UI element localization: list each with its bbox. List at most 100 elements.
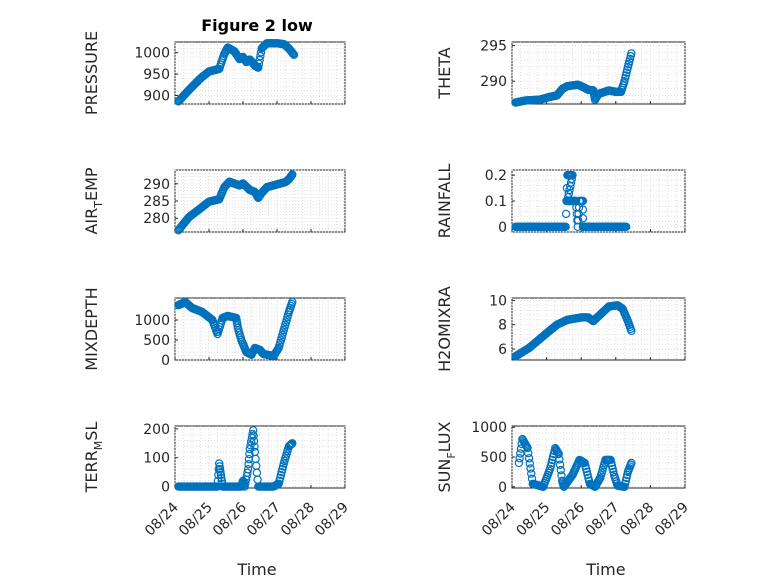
data-point <box>514 458 524 468</box>
y-tick-label: 0.2 <box>485 168 507 184</box>
data-point <box>523 443 532 453</box>
data-point <box>627 49 636 58</box>
y-tick-label: 0.1 <box>485 194 507 210</box>
y-axis-label: AIRTEMP <box>82 167 105 234</box>
data-point <box>288 439 297 448</box>
x-tick-label: 08/24 <box>142 499 182 539</box>
x-tick-label: 08/29 <box>312 500 352 540</box>
data-point <box>245 449 254 459</box>
x-tick-label: 08/25 <box>514 500 554 540</box>
data-point <box>214 459 224 468</box>
subplot-2: 290 295 THETA <box>435 39 686 107</box>
data-point <box>561 222 570 232</box>
subplot-5: 0 500 1000 MIXDEPTH <box>82 287 346 371</box>
x-axis-label-right: Time <box>585 560 625 579</box>
data-point <box>555 455 564 464</box>
data-point <box>516 449 525 458</box>
y-tick-label: 1000 <box>471 420 507 436</box>
data-point <box>554 449 563 459</box>
data-point <box>254 63 263 72</box>
y-tick-label: 1000 <box>134 46 170 62</box>
y-tick-label: 0 <box>498 480 507 496</box>
data-point <box>256 51 265 61</box>
y-axis-label: TERRMSL <box>82 422 105 494</box>
y-tick-label: 900 <box>143 88 170 104</box>
x-tick-label: 08/28 <box>617 500 657 540</box>
x-tick-label: 08/26 <box>548 499 588 539</box>
data-point <box>216 470 226 480</box>
data-point <box>289 49 298 59</box>
data-point <box>526 464 535 473</box>
data-point <box>574 209 583 219</box>
data-point <box>556 465 565 475</box>
data-point <box>287 47 297 57</box>
y-tick-label: 285 <box>143 194 170 210</box>
subplot-1: 900 950 1000 PRESSURE <box>82 31 346 115</box>
data-point <box>621 222 631 232</box>
data-point <box>578 196 588 206</box>
y-tick-label: 0 <box>161 480 170 496</box>
data-point <box>555 460 565 469</box>
x-tick-label: 08/27 <box>583 500 623 540</box>
y-tick-label: 950 <box>143 67 170 83</box>
data-point <box>288 48 297 58</box>
data-point <box>249 431 258 440</box>
data-point <box>288 170 297 179</box>
y-tick-label: 500 <box>143 333 170 349</box>
data-point <box>524 454 534 463</box>
y-tick-label: 295 <box>480 39 507 55</box>
data-point <box>248 426 258 435</box>
data-point <box>578 205 588 214</box>
data-point <box>216 467 225 477</box>
y-tick-label: 6 <box>498 342 507 358</box>
data-point <box>578 214 588 223</box>
x-tick-label: 08/28 <box>278 500 318 540</box>
x-tick-label: 08/29 <box>652 500 692 540</box>
data-point <box>288 297 297 307</box>
y-tick-label: 0 <box>161 353 170 369</box>
y-axis-label: PRESSURE <box>82 31 101 115</box>
subplot-6: 6 8 10 H2OMIXRA <box>435 286 686 372</box>
data-point <box>524 448 533 458</box>
data-point <box>243 468 252 477</box>
y-tick-label: 1000 <box>134 313 170 329</box>
y-axis-label: MIXDEPTH <box>82 287 101 370</box>
data-point <box>217 473 226 483</box>
data-point <box>255 55 264 65</box>
data-point <box>215 462 224 471</box>
y-tick-label: 8 <box>498 318 507 334</box>
data-point <box>243 465 253 474</box>
data-point <box>215 465 225 474</box>
data-point <box>250 442 259 451</box>
figure-title: Figure 2 low <box>201 16 313 35</box>
y-tick-label: 500 <box>480 450 507 466</box>
y-tick-label: 290 <box>143 177 170 193</box>
y-tick-label: 280 <box>143 211 170 227</box>
x-axis-label-left: Time <box>236 560 276 579</box>
data-point <box>527 469 536 478</box>
y-axis-label: THETA <box>435 47 454 99</box>
x-tick-label: 08/24 <box>479 499 519 539</box>
x-tick-label: 08/27 <box>244 500 284 540</box>
x-tick-label: 08/26 <box>210 499 250 539</box>
data-point <box>515 453 524 463</box>
y-axis-label: RAINFALL <box>435 164 454 239</box>
data-point <box>249 436 259 446</box>
y-tick-label: 10 <box>489 293 507 309</box>
data-point <box>244 460 253 469</box>
y-tick-label: 200 <box>143 422 170 438</box>
data-point <box>525 459 534 468</box>
data-point <box>627 458 636 468</box>
y-axis-label: H2OMIXRA <box>435 286 454 372</box>
data-point <box>627 326 636 336</box>
y-axis-label: SUNFLUX <box>435 421 458 492</box>
y-tick-label: 0 <box>498 220 507 236</box>
data-point <box>289 50 299 60</box>
data-point <box>573 216 583 225</box>
data-point <box>561 209 571 219</box>
y-tick-label: 100 <box>143 451 170 467</box>
